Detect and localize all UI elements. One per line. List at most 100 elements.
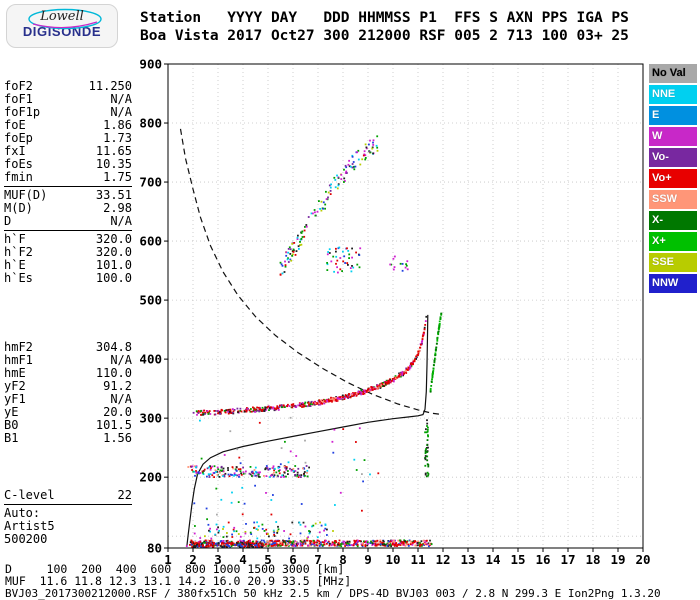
param-value: N/A [110, 92, 132, 106]
param-value: 320.0 [95, 232, 132, 246]
lowell-digisonde-logo: Lowell DIGISONDE [6, 4, 118, 48]
param-footer-line-0: Auto: [4, 506, 41, 520]
legend-item-3-w: W [649, 127, 697, 146]
param-row-foe: foE 1.86 [4, 119, 132, 132]
param-row-fmin: fmin 1.75 [4, 171, 132, 184]
x-tick-label: 1 [164, 552, 172, 567]
param-value: 11.65 [95, 144, 132, 158]
true-height-profile-curve [186, 314, 429, 547]
legend-item-10-nnw: NNW [649, 274, 697, 293]
muf-transmission-curve-curve [179, 128, 444, 416]
param-value: 10.35 [95, 157, 132, 171]
y-tick-label: 300 [139, 411, 162, 426]
param-label: yE [4, 405, 19, 419]
param-row-yf1: yF1 N/A [4, 393, 132, 406]
param-label: hmF2 [4, 340, 33, 354]
separator-line [4, 504, 132, 505]
param-value: 1.75 [103, 170, 132, 184]
param-value: N/A [110, 214, 132, 228]
legend-item-9-sse: SSE [649, 253, 697, 272]
logo-swoosh-icon [28, 8, 102, 30]
distance-row: D 100 200 400 600 800 1000 1500 3000 [km… [5, 562, 345, 576]
param-row-fof1p: foF1p N/A [4, 106, 132, 119]
param-label: MUF(D) [4, 188, 48, 202]
echo-points [185, 135, 443, 549]
param-label: yF2 [4, 379, 26, 393]
ionogram-plot-svg: 1 2 3 4 5 6 7 8 9 10 11 12 13 14 15 16 17 18 19 20900800700… [139, 57, 650, 568]
param-group-0: foF2 11.250 foF1 N/A foF1p N/A foE 1.86 foEp 1.73… [4, 80, 132, 184]
param-row-d: D N/A [4, 215, 132, 228]
param-label: h`F [4, 232, 26, 246]
param-value: 304.8 [95, 340, 132, 354]
param-group-1: MUF(D) 33.51 M(D) 2.98 D N/A [4, 189, 132, 228]
y-tick-label: 600 [139, 234, 162, 249]
header-column-titles: Station YYYY DAY DDD HHMMSS P1 FFS S AXN… [140, 10, 629, 26]
param-label: foF1p [4, 105, 41, 119]
param-value: 22 [117, 488, 132, 502]
x-tick-label: 2 [189, 552, 197, 567]
legend-item-7-x: X- [649, 211, 697, 230]
param-row-he: h`E 101.0 [4, 259, 132, 272]
param-row-clevel: C-level 22 [4, 489, 132, 502]
plot-border [167, 63, 644, 549]
x-tick-label: 4 [239, 552, 247, 567]
param-value: 110.0 [95, 366, 132, 380]
param-row-hme: hmE 110.0 [4, 367, 132, 380]
legend-item-0-noval: No Val [649, 64, 697, 83]
status-line: BVJ03_2017300212000.RSF / 380fx51Ch 50 k… [5, 587, 661, 600]
param-row-b0: B0 101.5 [4, 419, 132, 432]
param-label: foF1 [4, 92, 33, 106]
legend-item-1-nne: NNE [649, 85, 697, 104]
separator-line [4, 186, 132, 187]
param-label: foEs [4, 157, 33, 171]
x-tick-label: 12 [435, 552, 450, 567]
param-value: N/A [110, 353, 132, 367]
y-tick-label: 200 [139, 470, 162, 485]
param-footer-line-1: Artist5 [4, 519, 55, 533]
y-tick-label: 900 [139, 57, 162, 72]
param-label: M(D) [4, 201, 33, 215]
spacer [4, 285, 132, 341]
ionogram-plot: 1 2 3 4 5 6 7 8 9 10 11 12 13 14 15 16 17 18 19 20 900 800 700… [132, 54, 654, 570]
legend-item-8-x: X+ [649, 232, 697, 251]
x-tick-label: 13 [460, 552, 475, 567]
param-value: 33.51 [95, 188, 132, 202]
param-label: yF1 [4, 392, 26, 406]
param-value: 1.56 [103, 431, 132, 445]
param-label: hmE [4, 366, 26, 380]
param-value: 20.0 [103, 405, 132, 419]
param-group-3: hmF2 304.8 hmF1 N/A hmE 110.0 yF2 91.2 yF1 N/A yE 2… [4, 341, 132, 445]
ionogram-parameter-panel: foF2 11.250 foF1 N/A foF1p N/A foE 1.86 foEp 1.73… [4, 80, 132, 546]
legend-item-2-e: E [649, 106, 697, 125]
param-label: foE [4, 118, 26, 132]
param-label: D [4, 214, 12, 228]
param-label: foF2 [4, 79, 33, 93]
param-value: N/A [110, 105, 132, 119]
x-tick-label: 11 [410, 552, 425, 567]
param-group-2: h`F 320.0 h`F2 320.0 h`E 101.0 h`Es 100.0 [4, 233, 132, 285]
doppler-direction-legend: No Val NNE E W Vo- Vo+ SSW X- X+ SSE NNW [649, 64, 697, 295]
x-tick-label: 19 [610, 552, 625, 567]
x-tick-label: 18 [585, 552, 600, 567]
x-tick-label: 6 [289, 552, 297, 567]
param-value: 101.0 [95, 258, 132, 272]
separator-line [4, 230, 132, 231]
param-label: C-level [4, 488, 55, 502]
x-tick-label: 16 [535, 552, 550, 567]
param-value: 101.5 [95, 418, 132, 432]
param-row-hf2: h`F2 320.0 [4, 246, 132, 259]
legend-item-4-vo: Vo- [649, 148, 697, 167]
param-row-mufd: MUF(D) 33.51 [4, 189, 132, 202]
x-tick-label: 14 [485, 552, 500, 567]
y-tick-label: 800 [139, 116, 162, 131]
param-value: 91.2 [103, 379, 132, 393]
param-row-b1: B1 1.56 [4, 432, 132, 445]
x-tick-label: 17 [560, 552, 575, 567]
param-row-md: M(D) 2.98 [4, 202, 132, 215]
param-row-fof2: foF2 11.250 [4, 80, 132, 93]
param-row-foes: foEs 10.35 [4, 158, 132, 171]
legend-item-5-vo: Vo+ [649, 169, 697, 188]
param-label: B1 [4, 431, 19, 445]
x-tick-label: 5 [264, 552, 272, 567]
param-value: 1.73 [103, 131, 132, 145]
